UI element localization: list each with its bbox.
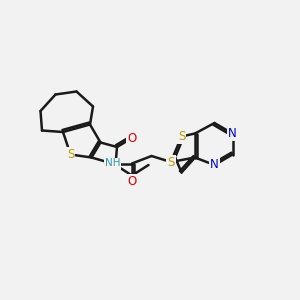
Text: NH: NH — [105, 158, 120, 169]
Text: S: S — [167, 155, 175, 169]
Text: O: O — [128, 131, 136, 145]
Text: O: O — [111, 158, 120, 172]
Text: O: O — [128, 175, 136, 188]
Text: S: S — [178, 130, 185, 143]
Text: S: S — [67, 148, 74, 161]
Text: N: N — [228, 127, 237, 140]
Text: N: N — [210, 158, 219, 172]
